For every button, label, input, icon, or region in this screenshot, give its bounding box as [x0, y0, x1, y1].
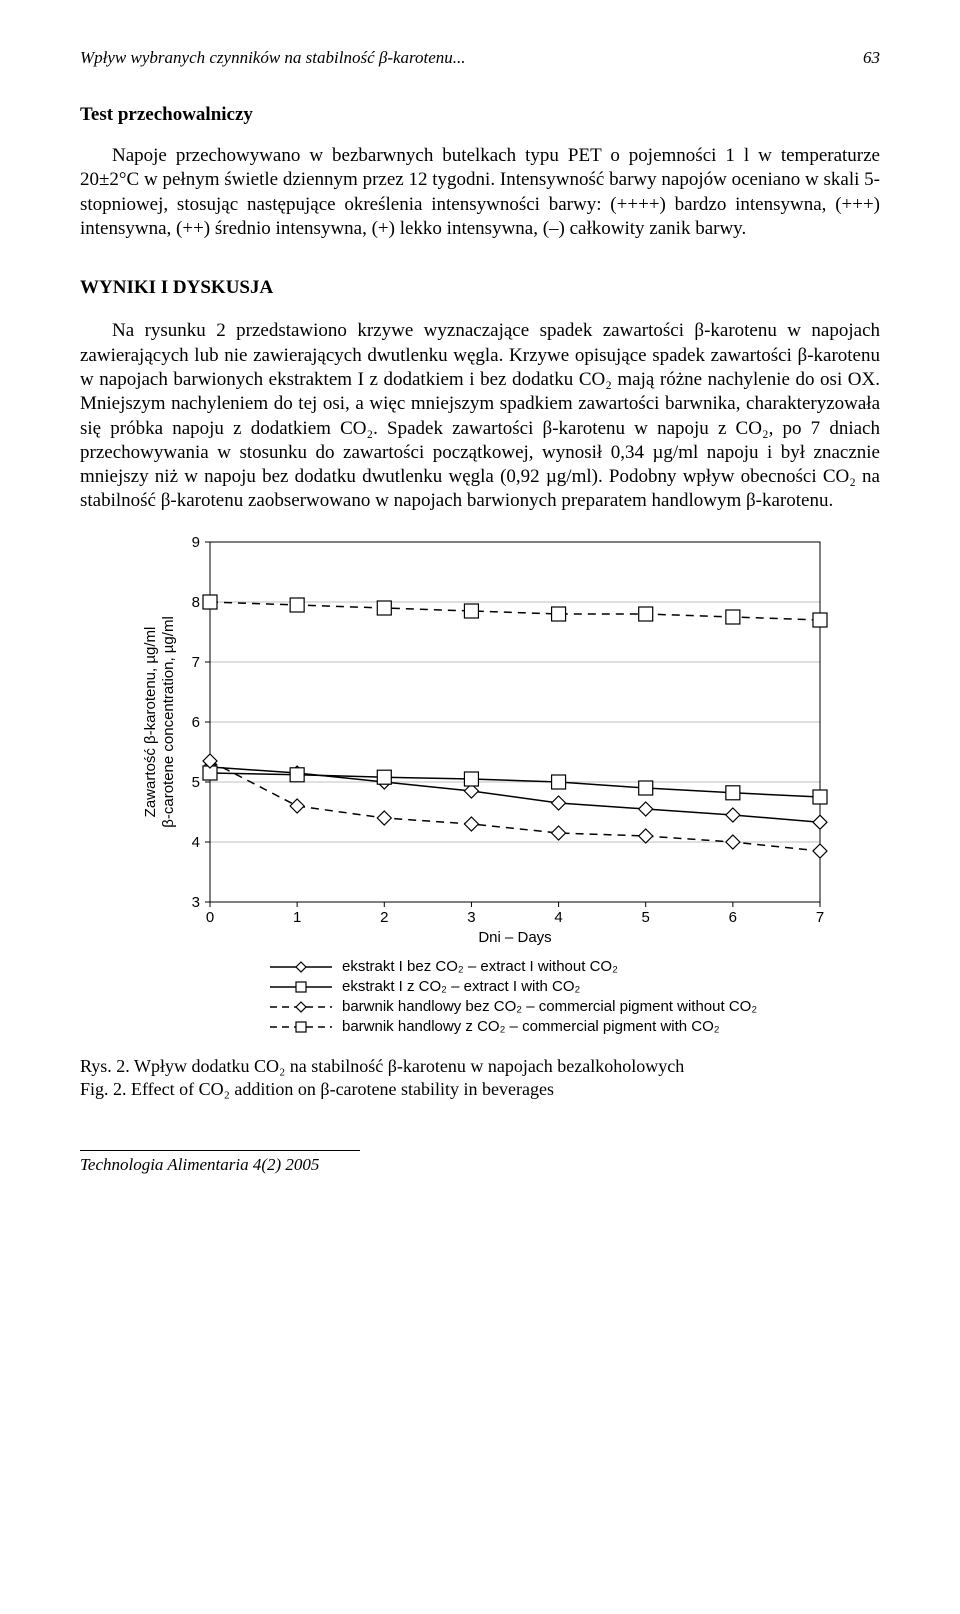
svg-text:9: 9: [192, 534, 200, 551]
legend-item: ekstrakt I bez CO₂ – extract I without C…: [270, 958, 840, 975]
legend-label: barwnik handlowy bez CO₂ – commercial pi…: [342, 998, 757, 1015]
legend-label: barwnik handlowy z CO₂ – commercial pigm…: [342, 1018, 720, 1035]
svg-text:5: 5: [192, 774, 200, 791]
legend-label: ekstrakt I z CO₂ – extract I with CO₂: [342, 978, 580, 995]
svg-text:Dni – Days: Dni – Days: [478, 929, 551, 946]
paragraph-results: Na rysunku 2 przedstawiono krzywe wyznac…: [80, 319, 880, 514]
svg-text:6: 6: [192, 714, 200, 731]
svg-text:4: 4: [192, 834, 200, 851]
section-title-storage-test: Test przechowalniczy: [80, 104, 880, 126]
legend-item: barwnik handlowy bez CO₂ – commercial pi…: [270, 998, 840, 1015]
legend-item: ekstrakt I z CO₂ – extract I with CO₂: [270, 978, 840, 995]
svg-text:8: 8: [192, 594, 200, 611]
footer-rule: [80, 1150, 360, 1151]
svg-text:2: 2: [380, 909, 388, 926]
svg-text:7: 7: [816, 909, 824, 926]
section-title-results: WYNIKI I DYSKUSJA: [80, 277, 880, 299]
running-title: Wpływ wybranych czynników na stabilność …: [80, 48, 466, 68]
running-header: Wpływ wybranych czynników na stabilność …: [80, 48, 880, 68]
svg-text:β-carotene concentration, µg/m: β-carotene concentration, µg/ml: [160, 616, 177, 828]
svg-text:0: 0: [206, 909, 214, 926]
paragraph-storage-test: Napoje przechowywano w bezbarwnych butel…: [80, 144, 880, 241]
chart-legend: ekstrakt I bez CO₂ – extract I without C…: [270, 958, 840, 1035]
footer-journal: Technologia Alimentaria 4(2) 2005: [80, 1155, 880, 1175]
svg-text:3: 3: [192, 894, 200, 911]
line-chart-svg: 3 4 5 6 7 8 9 0 1 2 3 4 5 6 7 Dni – Days Zawartość β-kar…: [120, 532, 840, 952]
caption-pl: Rys. 2. Wpływ dodatku CO₂ na stabilność …: [80, 1055, 880, 1078]
svg-text:6: 6: [729, 909, 737, 926]
legend-label: ekstrakt I bez CO₂ – extract I without C…: [342, 958, 618, 975]
page-number: 63: [863, 48, 880, 68]
svg-text:7: 7: [192, 654, 200, 671]
figure-caption: Rys. 2. Wpływ dodatku CO₂ na stabilność …: [80, 1055, 880, 1102]
svg-text:5: 5: [642, 909, 650, 926]
svg-text:4: 4: [554, 909, 562, 926]
svg-text:1: 1: [293, 909, 301, 926]
svg-text:Zawartość β-karotenu, µg/ml: Zawartość β-karotenu, µg/ml: [142, 626, 159, 817]
figure-2-chart: 3 4 5 6 7 8 9 0 1 2 3 4 5 6 7 Dni – Days Zawartość β-kar…: [120, 532, 840, 1035]
svg-text:3: 3: [467, 909, 475, 926]
caption-en: Fig. 2. Effect of CO₂ addition on β-caro…: [80, 1078, 880, 1101]
legend-item: barwnik handlowy z CO₂ – commercial pigm…: [270, 1018, 840, 1035]
